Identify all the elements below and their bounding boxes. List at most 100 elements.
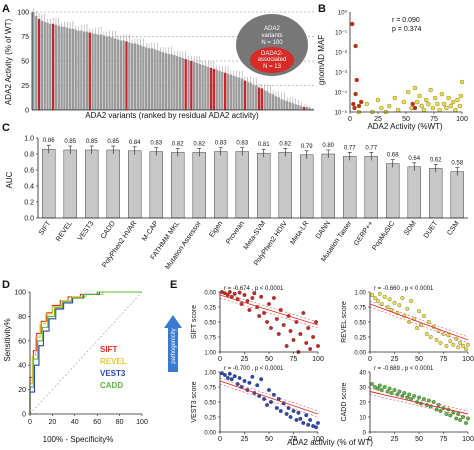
a-bar [114,38,117,110]
b-point [353,91,358,97]
e-revel-point [421,314,426,318]
a-bar [153,49,156,110]
e-revel-fit-line [369,303,469,341]
a-bar-highlighted [190,61,193,110]
e-xlabel: ADA2 activity (% of WT) [287,438,373,447]
a-bar [128,42,131,110]
panel-label-d: D [2,279,10,291]
a-bar [300,106,303,110]
b-ytick-label: 10⁻² [335,51,347,57]
e-cadd-fit-line [369,391,469,415]
d-xtick-label: 20 [49,419,57,426]
c-category-label: M-CAP [141,220,160,243]
a-ytick-label: 50 [21,59,29,66]
e-cadd-point [461,415,466,419]
e-cadd-ytick-label: 40 [359,371,366,377]
c-bar [106,149,120,219]
d-xtick-label: 0 [28,419,32,426]
e-revel-point [464,347,468,351]
e-sift-point [291,338,296,342]
e-vest3-point [286,406,291,410]
c-category-label: DUET [423,220,440,240]
a-bar [305,107,309,110]
e-vest3-point [271,392,276,397]
b-point [444,105,449,111]
a-ytick-label: 0 [25,108,29,115]
c-value-label: 0.85 [64,139,76,145]
e-cadd-point [464,421,468,425]
e-revel-point [448,339,453,344]
a-bar [63,26,66,111]
b-point [446,95,451,101]
e-revel-point [377,291,382,296]
e-vest3-point [242,379,247,383]
e-revel-point [456,345,461,350]
e-cadd-xtick-label: 25 [391,436,399,443]
e-vest3-point [296,410,301,415]
e-sift-point [311,335,316,339]
a-bar-highlighted [37,18,41,110]
e-sift-xtick-label: 75 [290,356,298,363]
e-sift-point [237,290,242,295]
d-diagonal-reference [29,291,143,415]
e-vest3-fit-line [219,380,319,415]
e-vest3-point [235,382,240,386]
e-vest3-point [308,418,313,422]
c-bar [321,153,335,219]
a-bar [204,65,207,110]
d-legend-cadd: CADD [100,381,123,390]
e-cadd-point [456,412,461,416]
e-vest3-point [298,416,303,421]
b-point [458,93,464,99]
a-ylabel: ADA2 Activity (% of WT) [4,19,13,106]
a-bar-highlighted [125,41,128,110]
e-sift-point [306,326,311,330]
e-sift-point [267,302,271,306]
e-vest3-ci-upper [219,377,319,412]
e-vest3-ytick-label: 0.50 [204,401,216,407]
c-bar [450,171,464,219]
panel-label-a: A [2,3,10,15]
e-sift-point [308,347,313,351]
e-revel-point [461,344,466,348]
d-roc-line-cadd [29,291,142,414]
e-arrow-shape [164,315,182,372]
e-revel-point [458,341,463,345]
a-bar [181,58,185,110]
c-bar [364,156,378,219]
a-bar [108,36,111,110]
e-cadd-point [397,389,402,394]
e-sift-point [259,294,264,299]
a-bar [218,70,221,110]
e-revel-point [444,344,449,348]
e-cadd-point [434,407,439,412]
a-bar [145,47,148,110]
c-value-label: 0.83 [236,141,248,147]
e-vest3-point [222,373,227,377]
e-cadd-point [370,382,374,386]
e-revel-xtick-label: 0 [368,356,372,363]
a-bar [235,76,238,110]
b-point [353,43,358,49]
c-category-label: REVEL [55,220,74,243]
b-point [419,103,424,109]
c-category-label: Meta-LR [289,220,310,246]
a-bar [159,51,162,110]
a-bar [54,24,58,111]
a-ytick-label: 100 [17,10,29,17]
d-roc-line-vest3 [29,291,142,414]
e-vest3-point [288,415,293,419]
e-revel-stats: r = -0.660 , p < 0.0001 [374,286,434,292]
e-revel-point [415,326,419,330]
e-sift-point [227,290,232,294]
b-ytick-label: 10⁰ [338,10,348,17]
e-sift-point [284,344,289,348]
b-point [406,89,411,95]
c-value-label: 0.68 [387,153,399,159]
e-vest3-point [225,376,230,380]
d-ytick-label: 40 [18,363,26,370]
a-bar [173,55,176,110]
a-bar [164,53,168,110]
a-bar [122,40,125,110]
